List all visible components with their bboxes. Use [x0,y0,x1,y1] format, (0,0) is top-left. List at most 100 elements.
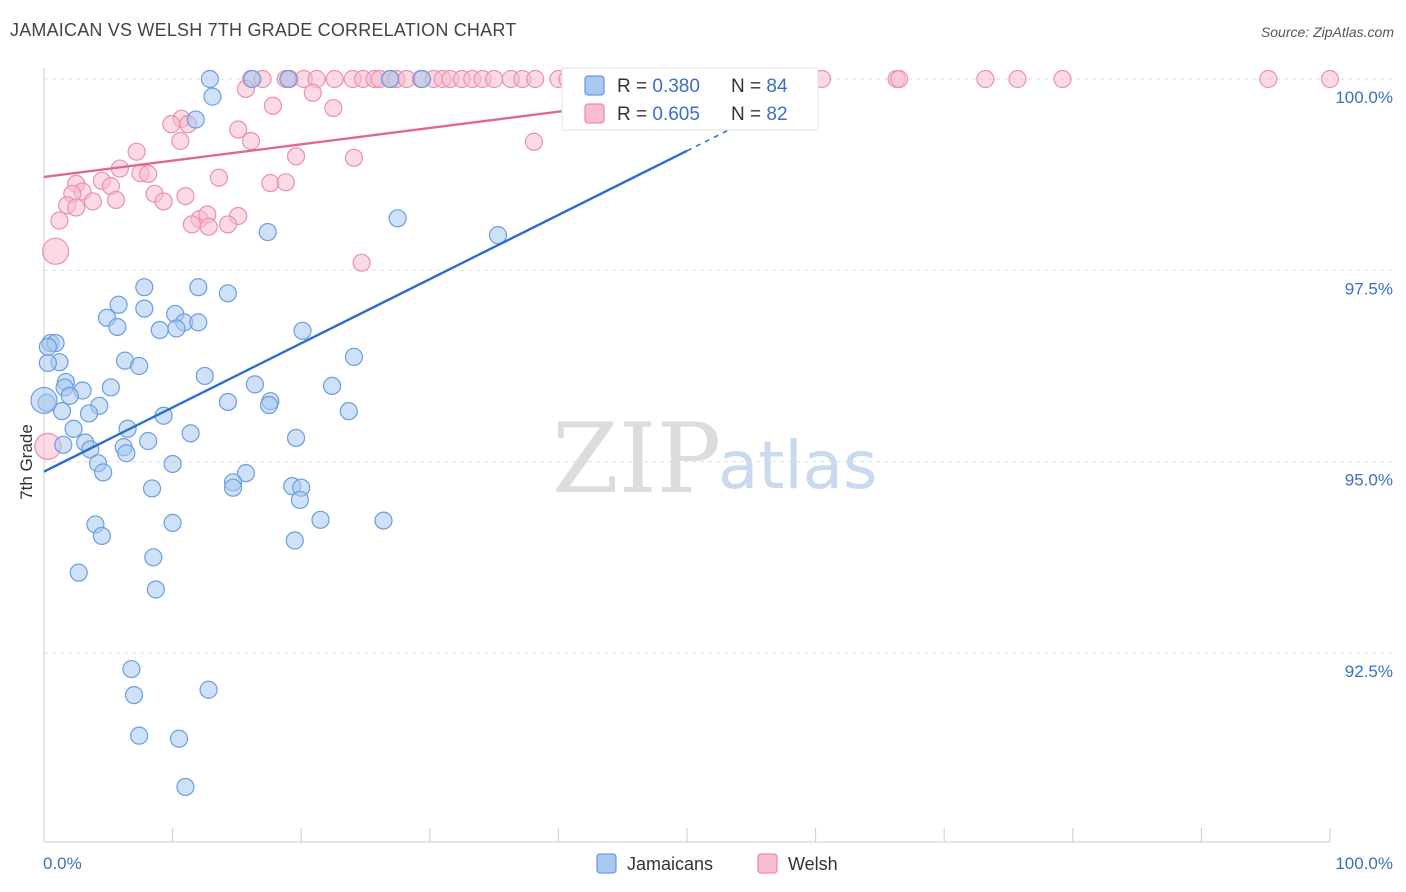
jamaicans-point [344,347,364,366]
welsh-point [286,147,306,166]
x-tick-label-max: 100.0% [1335,854,1393,873]
jamaicans-point [388,209,407,228]
jamaicans-point [150,320,169,340]
welsh-point [218,215,237,234]
welsh-point [526,69,545,89]
welsh-point [276,173,295,192]
jamaicans-point [218,392,237,412]
jamaicans-point [69,563,88,582]
legend-n-value-welsh: 82 [766,104,787,125]
legend-row-jamaicans: R = 0.380 [617,76,700,97]
bottom-legend-label-welsh: Welsh [788,854,838,874]
jamaicans-point [101,378,120,397]
jamaicans-point [124,685,144,705]
jamaicans-point [186,110,205,129]
y-tick-label: 95.0% [1345,471,1393,490]
jamaicans-point [286,428,306,448]
legend-n-row-jamaicans: N = 84 [731,76,788,97]
jamaicans-point [163,454,182,474]
welsh-point [303,83,322,102]
jamaicans-point [488,226,508,245]
jamaicans-point [195,366,214,386]
chart-title: JAMAICAN VS WELSH 7TH GRADE CORRELATION … [10,20,517,40]
jamaicans-point [109,295,128,314]
legend-r-label: R = [617,76,652,97]
jamaicans-point [139,431,158,451]
jamaicans-point [245,375,265,394]
bottom-legend-label-jamaicans: Jamaicans [627,854,713,874]
jamaicans-point [38,353,57,373]
jamaicans-point [52,402,72,421]
series-legend: Jamaicans Welsh [596,853,838,874]
jamaicans-point [135,278,154,297]
welsh-point [241,131,261,151]
welsh-point [352,253,371,272]
legend-r-value-jamaicans: 0.380 [652,76,700,97]
welsh-point [162,115,181,134]
welsh-point [1053,69,1072,89]
jamaicans-point [189,313,208,332]
jamaicans-point [64,419,83,438]
welsh-point [524,132,544,151]
legend-row-welsh: R = 0.605 [617,104,700,125]
jamaicans-point [38,337,57,356]
watermark-zip: ZIP [552,403,721,515]
bottom-legend-swatch-welsh [757,853,778,874]
welsh-point [1320,69,1340,89]
jamaicans-point [167,319,186,338]
welsh-point [261,173,280,193]
jamaicans-point [380,69,400,89]
jamaicans-point [218,284,237,303]
jamaicans-point [200,69,219,89]
jamaicans-point [374,511,393,530]
welsh-point [83,192,102,211]
welsh-point [485,69,504,89]
welsh-point [41,237,70,265]
jamaicans-point [311,510,330,529]
data-points [30,69,1340,797]
jamaicans-point [163,513,182,532]
jamaicans-point [259,395,279,415]
legend-box [561,67,819,131]
jamaicans-point [60,386,79,405]
welsh-point [67,198,86,217]
welsh-point [182,215,201,234]
jamaicans-point [176,777,195,797]
welsh-point [229,120,248,139]
jamaicans-point [339,402,358,421]
welsh-point [1259,69,1278,89]
welsh-point [890,69,909,89]
jamaicans-point [122,659,141,679]
welsh-point [154,192,173,211]
y-tick-label: 92.5% [1345,662,1393,681]
legend-n-value-jamaicans: 84 [766,76,788,97]
welsh-point [1008,69,1027,89]
jamaicans-point [290,490,310,510]
jamaicans-point [279,69,298,89]
welsh-point [199,217,218,236]
welsh-point [209,168,228,187]
welsh-point [176,186,195,206]
y-axis-label: 7th Grade [17,424,36,500]
welsh-point [976,69,995,89]
welsh-point [325,69,344,89]
y-tick-label: 100.0% [1335,88,1393,107]
jamaicans-point [130,356,149,376]
jamaicans-point [181,424,200,443]
jamaicans-point [203,87,222,106]
jamaicans-point [130,726,149,745]
welsh-point [324,98,343,118]
x-tick-label-min: 0.0% [43,854,82,873]
welsh-point [127,142,146,161]
jamaicans-point [135,299,154,318]
legend-r-label: R = [617,104,652,125]
jamaicans-point [142,479,162,498]
jamaicans-point [285,531,304,550]
jamaicans-point [199,680,218,699]
jamaicans-point [236,464,256,483]
welsh-point [171,131,190,151]
watermark-atlas: atlas [718,427,878,504]
source-label: Source: ZipAtlas.com [1260,24,1394,40]
legend-n-label: N = [731,104,766,125]
